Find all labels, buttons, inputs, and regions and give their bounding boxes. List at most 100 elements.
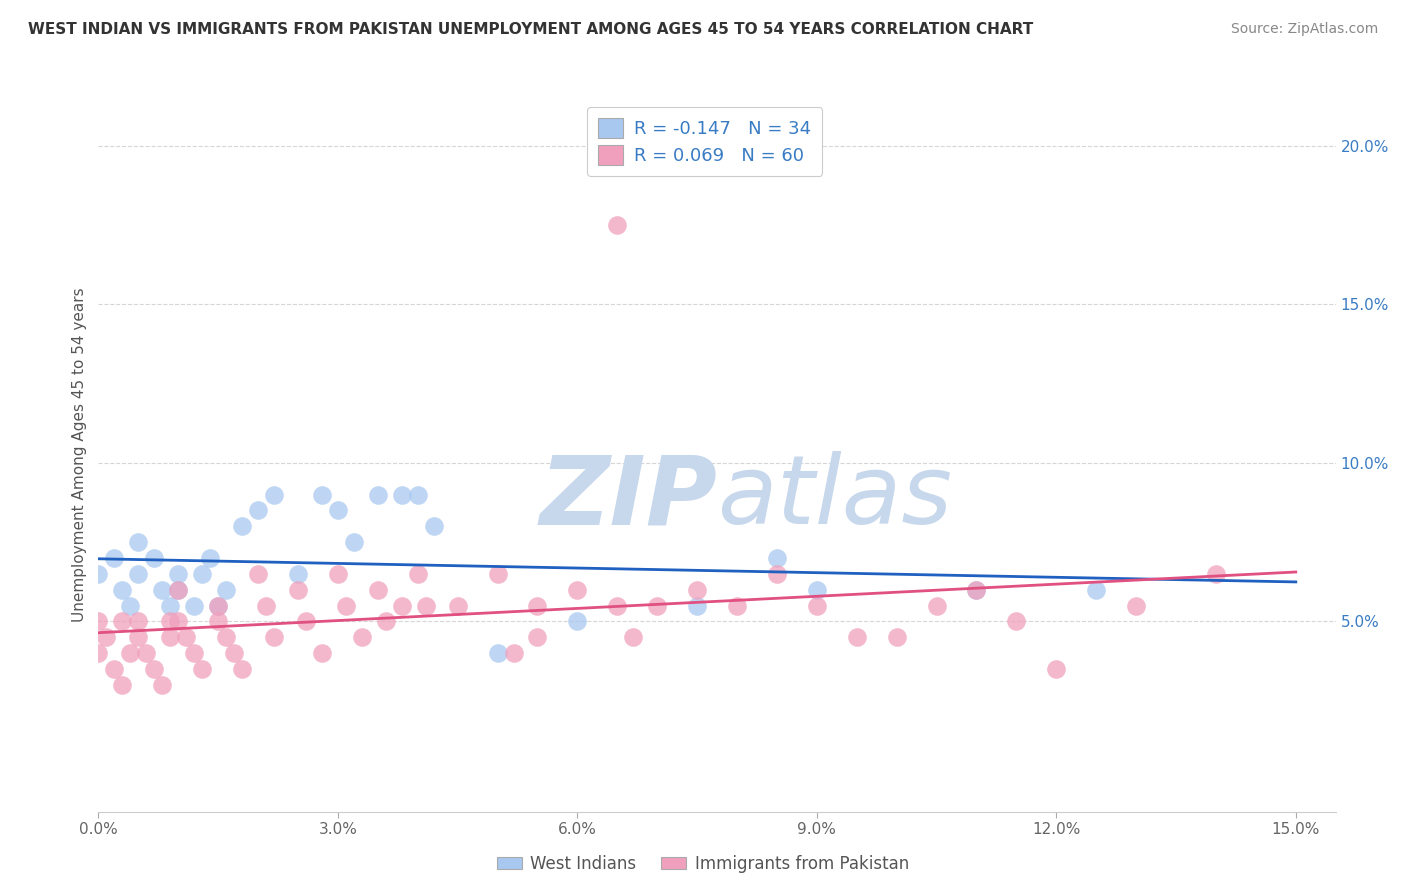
Text: atlas: atlas (717, 451, 952, 544)
Point (406, 566, 429, 581)
Point (224, 646, 246, 660)
Point (247, 566, 270, 581)
Point (925, 599, 948, 613)
Point (1125, 599, 1147, 613)
Point (111, 582, 134, 597)
Point (167, 566, 190, 581)
Point (287, 582, 309, 597)
Point (343, 535, 366, 549)
Point (87, 566, 110, 581)
Point (367, 487, 389, 501)
Point (231, 662, 253, 676)
Point (111, 678, 134, 692)
Point (207, 599, 229, 613)
Point (886, 630, 908, 644)
Point (167, 582, 190, 597)
Point (645, 599, 668, 613)
Point (326, 503, 349, 517)
Point (183, 599, 205, 613)
Point (87, 615, 110, 629)
Point (191, 662, 214, 676)
Point (120, 599, 142, 613)
Point (486, 566, 509, 581)
Legend: R = -0.147   N = 34, R = 0.069   N = 60: R = -0.147 N = 34, R = 0.069 N = 60 (588, 107, 823, 176)
Point (725, 599, 748, 613)
Point (127, 615, 149, 629)
Point (207, 599, 229, 613)
Point (606, 599, 628, 613)
Point (159, 599, 181, 613)
Point (167, 582, 190, 597)
Text: WEST INDIAN VS IMMIGRANTS FROM PAKISTAN UNEMPLOYMENT AMONG AGES 45 TO 54 YEARS C: WEST INDIAN VS IMMIGRANTS FROM PAKISTAN … (28, 22, 1033, 37)
Point (127, 630, 149, 644)
Point (127, 566, 149, 581)
Point (686, 599, 709, 613)
Text: Source: ZipAtlas.com: Source: ZipAtlas.com (1230, 22, 1378, 37)
Point (350, 630, 373, 644)
Point (966, 582, 988, 597)
Point (183, 646, 205, 660)
Point (567, 582, 589, 597)
Point (806, 599, 828, 613)
Point (295, 615, 318, 629)
Point (215, 630, 238, 644)
Point (621, 630, 644, 644)
Point (120, 646, 142, 660)
Point (127, 535, 149, 549)
Point (1045, 662, 1067, 676)
Point (486, 646, 509, 660)
Point (287, 566, 309, 581)
Point (391, 599, 413, 613)
Point (247, 503, 270, 517)
Point (103, 551, 125, 566)
Point (606, 218, 628, 232)
Point (143, 551, 166, 566)
Point (198, 551, 221, 566)
Point (335, 599, 357, 613)
Point (966, 582, 988, 597)
Point (686, 582, 709, 597)
Point (135, 646, 157, 660)
Point (174, 630, 197, 644)
Point (263, 487, 285, 501)
Point (191, 566, 214, 581)
Point (526, 599, 548, 613)
Point (111, 615, 134, 629)
Point (254, 599, 277, 613)
Point (311, 646, 333, 660)
Point (231, 519, 253, 533)
Point (1085, 582, 1108, 597)
Text: ZIP: ZIP (538, 451, 717, 544)
Point (406, 487, 429, 501)
Legend: West Indians, Immigrants from Pakistan: West Indians, Immigrants from Pakistan (491, 848, 915, 880)
Point (263, 630, 285, 644)
Point (1205, 566, 1227, 581)
Point (526, 630, 548, 644)
Point (87, 646, 110, 660)
Point (159, 615, 181, 629)
Point (422, 519, 444, 533)
Point (311, 487, 333, 501)
Point (1005, 615, 1028, 629)
Point (845, 630, 868, 644)
Point (415, 599, 437, 613)
Point (215, 582, 238, 597)
Point (374, 615, 396, 629)
Point (806, 582, 828, 597)
Point (326, 566, 349, 581)
Point (446, 599, 468, 613)
Point (207, 615, 229, 629)
Point (367, 582, 389, 597)
Point (567, 615, 589, 629)
Point (167, 615, 190, 629)
Point (766, 566, 789, 581)
Point (391, 487, 413, 501)
Point (159, 630, 181, 644)
Point (502, 646, 524, 660)
Point (96, 630, 118, 644)
Point (766, 551, 789, 566)
Point (103, 662, 125, 676)
Point (150, 582, 173, 597)
Y-axis label: Unemployment Among Ages 45 to 54 years: Unemployment Among Ages 45 to 54 years (72, 287, 87, 623)
Point (150, 678, 173, 692)
